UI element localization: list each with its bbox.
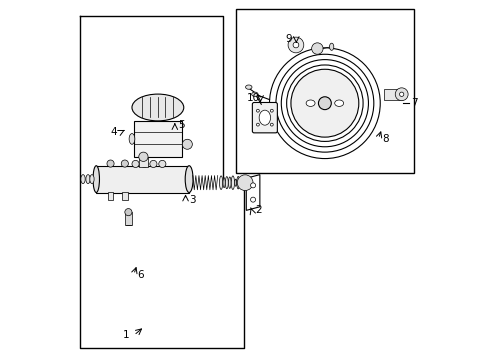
Ellipse shape	[245, 85, 251, 89]
Ellipse shape	[129, 134, 135, 144]
Ellipse shape	[86, 175, 90, 184]
Circle shape	[139, 152, 148, 161]
Ellipse shape	[228, 177, 230, 188]
Ellipse shape	[81, 175, 85, 184]
Ellipse shape	[132, 94, 183, 121]
Text: 7: 7	[410, 98, 417, 108]
FancyBboxPatch shape	[252, 103, 277, 133]
Circle shape	[290, 69, 358, 137]
Circle shape	[237, 175, 252, 190]
Text: 2: 2	[255, 205, 262, 215]
Circle shape	[318, 97, 331, 110]
Ellipse shape	[259, 110, 270, 125]
Ellipse shape	[251, 92, 258, 96]
Circle shape	[250, 197, 255, 202]
Circle shape	[394, 88, 407, 101]
Ellipse shape	[236, 176, 239, 189]
Ellipse shape	[223, 178, 224, 188]
Ellipse shape	[219, 176, 222, 189]
Circle shape	[256, 123, 259, 126]
Circle shape	[121, 160, 128, 167]
Bar	[383, 89, 401, 100]
Circle shape	[250, 183, 255, 188]
Bar	[122, 192, 127, 200]
Ellipse shape	[90, 175, 94, 184]
Ellipse shape	[231, 176, 234, 189]
Text: 6: 6	[137, 270, 144, 280]
Circle shape	[287, 37, 303, 53]
Circle shape	[182, 139, 192, 149]
Bar	[124, 212, 132, 225]
Circle shape	[149, 160, 157, 167]
Circle shape	[124, 208, 132, 216]
Text: 9: 9	[285, 34, 292, 44]
Text: 10: 10	[246, 93, 260, 103]
Circle shape	[311, 43, 323, 54]
Circle shape	[270, 109, 273, 112]
Ellipse shape	[93, 166, 99, 193]
Text: 8: 8	[382, 134, 388, 144]
Circle shape	[107, 160, 114, 167]
Ellipse shape	[185, 166, 193, 193]
Ellipse shape	[234, 179, 236, 186]
Circle shape	[159, 160, 165, 167]
Ellipse shape	[240, 177, 242, 188]
Bar	[96, 166, 189, 193]
Ellipse shape	[329, 43, 333, 50]
Ellipse shape	[225, 177, 228, 189]
Circle shape	[292, 42, 298, 48]
Circle shape	[132, 160, 139, 167]
Text: 1: 1	[123, 330, 130, 341]
Ellipse shape	[305, 100, 314, 107]
Text: 4: 4	[111, 127, 117, 137]
Circle shape	[270, 123, 273, 126]
Ellipse shape	[334, 100, 343, 107]
Bar	[134, 121, 182, 157]
Bar	[139, 157, 148, 167]
Text: 5: 5	[178, 120, 185, 130]
Bar	[107, 192, 113, 200]
Text: 3: 3	[189, 195, 196, 204]
Circle shape	[141, 160, 148, 167]
Circle shape	[399, 92, 403, 96]
Bar	[235, 9, 413, 173]
Circle shape	[256, 109, 259, 112]
